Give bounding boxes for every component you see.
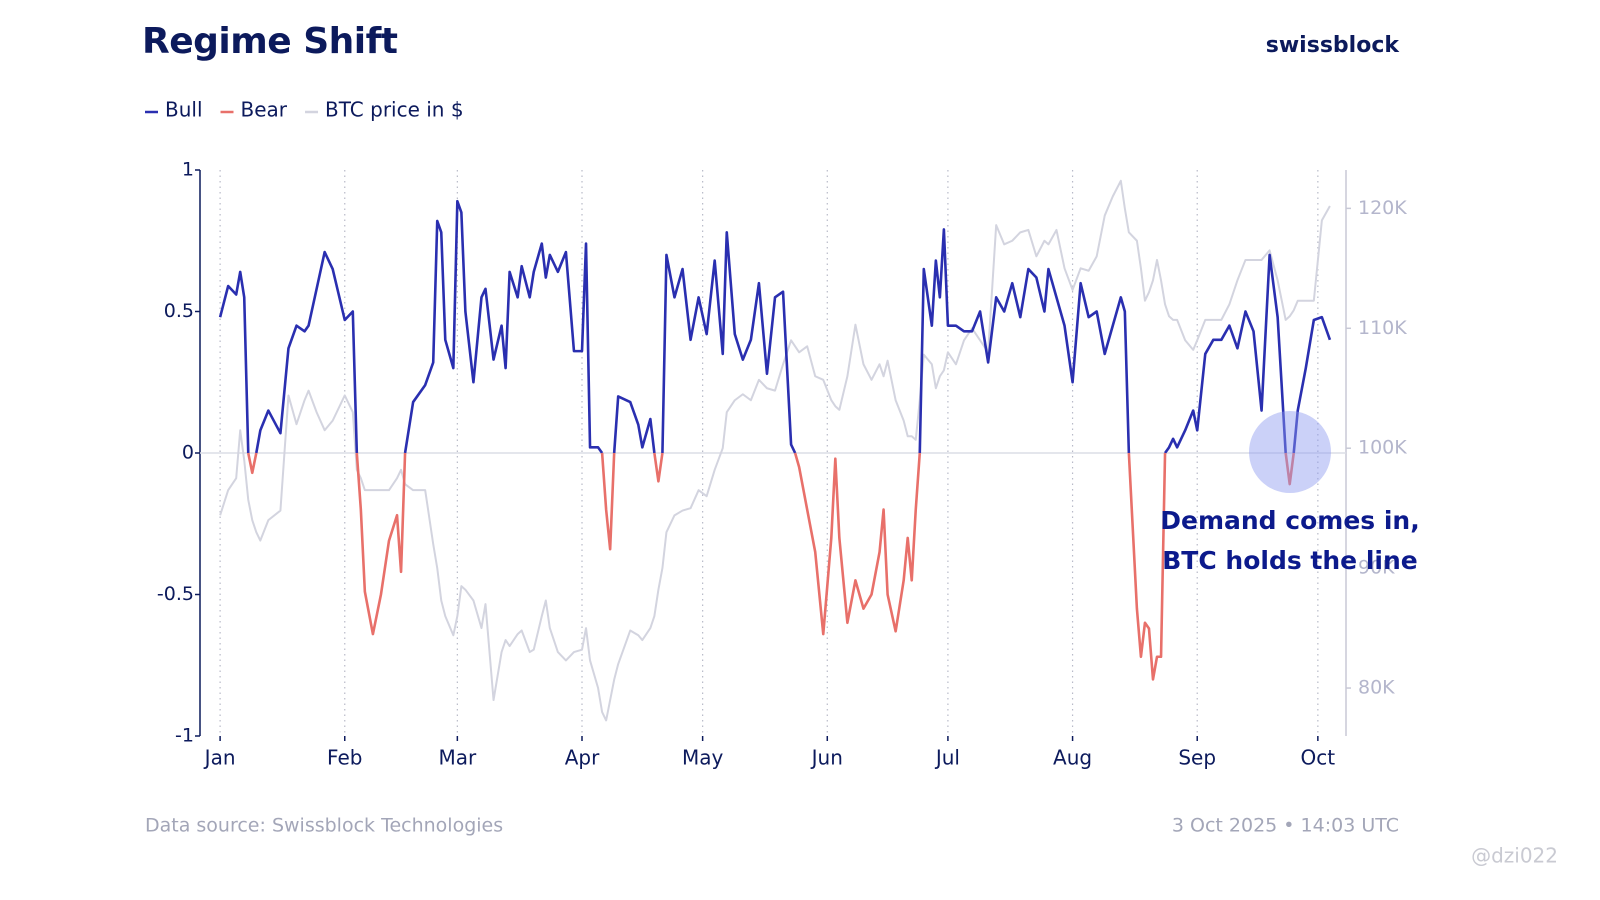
series-line bbox=[653, 452, 664, 483]
series-line bbox=[612, 395, 656, 454]
x-tick-label: Aug bbox=[1053, 746, 1092, 770]
series-line bbox=[600, 452, 616, 551]
x-tick-label: May bbox=[682, 746, 724, 770]
x-tick-label: Jun bbox=[810, 746, 843, 770]
line-layer bbox=[218, 179, 1332, 722]
series-line bbox=[246, 452, 258, 475]
y2-tick-label: 90K bbox=[1358, 557, 1395, 579]
series-line bbox=[1163, 253, 1287, 454]
annotation: Demand comes in, bbox=[1160, 506, 1419, 535]
series-line bbox=[793, 452, 922, 636]
legend-label: BTC price in $ bbox=[325, 98, 464, 122]
x-tick-label: Jul bbox=[934, 746, 960, 770]
y2-tick-label: 80K bbox=[1358, 677, 1395, 699]
series-line bbox=[355, 452, 407, 636]
y2-tick-label: 110K bbox=[1358, 317, 1407, 339]
legend-label: Bull bbox=[165, 98, 203, 122]
grid-layer: 80K 90K 100K 110K 120K bbox=[195, 169, 1407, 741]
x-tick-label: Apr bbox=[565, 746, 600, 770]
series-line bbox=[403, 199, 604, 454]
y-tick-label: 0.5 bbox=[164, 300, 194, 322]
annotation: BTC holds the line bbox=[1162, 546, 1417, 575]
timestamp: 3 Oct 2025 • 14:03 UTC bbox=[1172, 815, 1399, 837]
series-line bbox=[1127, 452, 1167, 681]
series-line bbox=[1284, 452, 1296, 486]
series-line bbox=[218, 270, 250, 454]
y-tick-label: 0 bbox=[182, 442, 194, 464]
legend-label: Bear bbox=[241, 98, 288, 122]
y2-tick-label: 120K bbox=[1358, 197, 1407, 219]
y2-tick-label: 100K bbox=[1358, 437, 1407, 459]
brand-logo: swissblock bbox=[1266, 33, 1401, 58]
series-line bbox=[219, 179, 1331, 722]
series-line bbox=[1292, 315, 1332, 454]
watermark: @dzi022 bbox=[1471, 844, 1558, 868]
y-tick-label: -1 bbox=[175, 725, 194, 747]
highlight-circle bbox=[1249, 411, 1331, 493]
series-line bbox=[918, 228, 1131, 454]
x-tick-label: Mar bbox=[438, 746, 477, 770]
series-line bbox=[255, 250, 359, 454]
label-layer: -1 -0.5 0 0.5 1 Jan Feb Mar Apr May Jun Jul Aug Sep Oc… bbox=[145, 98, 1335, 770]
x-tick-label: Sep bbox=[1178, 746, 1216, 770]
series-line bbox=[661, 230, 797, 454]
y-tick-label: -0.5 bbox=[157, 583, 194, 605]
x-tick-label: Oct bbox=[1301, 746, 1336, 770]
x-tick-label: Feb bbox=[327, 746, 362, 770]
source-note: Data source: Swissblock Technologies bbox=[145, 815, 503, 837]
x-tick-label: Jan bbox=[203, 746, 236, 770]
chart-title: Regime Shift bbox=[142, 21, 398, 62]
y-tick-label: 1 bbox=[182, 159, 194, 181]
